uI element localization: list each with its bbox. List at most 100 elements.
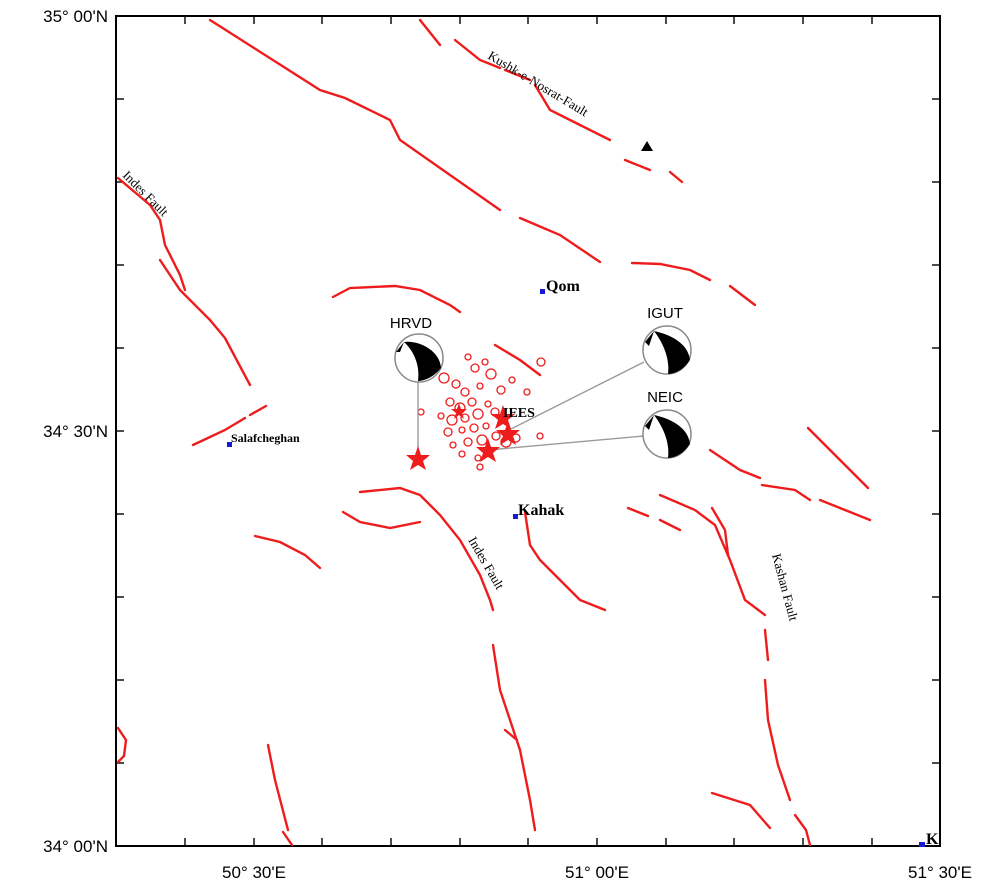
focal-label-neic: NEIC bbox=[647, 389, 683, 406]
connector-lines bbox=[417, 361, 645, 458]
fault-label-indes-nw: Indes Fault bbox=[120, 168, 172, 220]
aftershock bbox=[469, 423, 479, 433]
aftershock bbox=[460, 413, 470, 423]
aftershock bbox=[467, 397, 477, 407]
aftershock bbox=[474, 454, 482, 462]
aftershock bbox=[451, 379, 461, 389]
fault-trace-east-6 bbox=[818, 498, 872, 522]
focal-label-hrvd: HRVD bbox=[390, 315, 432, 332]
fault-trace-kahak bbox=[523, 510, 607, 612]
city-label-salafcheghan: Salafcheghan bbox=[231, 431, 300, 445]
fault-trace-kushk-3 bbox=[503, 68, 532, 82]
fault-lines bbox=[116, 18, 872, 847]
fault-trace-indes-nw-b bbox=[158, 258, 252, 387]
aftershock bbox=[460, 387, 470, 397]
focal-label-igut: IGUT bbox=[647, 305, 683, 322]
fault-trace-east-3 bbox=[708, 448, 762, 480]
fault-trace-kushk-1 bbox=[418, 18, 442, 47]
aftershock bbox=[458, 450, 466, 458]
epicenter-star-ieess-b bbox=[496, 421, 520, 445]
beachball-compression bbox=[654, 331, 690, 374]
epicenter-star-ieess bbox=[491, 405, 515, 429]
aftershock bbox=[443, 427, 453, 437]
aftershock bbox=[496, 385, 506, 395]
focal-mechanism-neic bbox=[642, 409, 692, 459]
aftershock bbox=[470, 363, 480, 373]
aftershock bbox=[485, 368, 497, 380]
lon-label-mid: 51° 00'E bbox=[565, 863, 629, 882]
epicenter-star-small bbox=[451, 403, 467, 419]
aftershock bbox=[491, 431, 501, 441]
fault-trace-kashan-4 bbox=[763, 678, 792, 802]
station-triangle bbox=[641, 141, 653, 151]
fault-trace-kushk-6 bbox=[668, 170, 684, 184]
fault-trace-sw-corner bbox=[116, 726, 128, 764]
epicenter-stars bbox=[406, 403, 520, 470]
aftershock bbox=[536, 357, 546, 367]
lat-label-bottom: 34° 00'N bbox=[43, 837, 108, 856]
fault-trace-kashan-2 bbox=[710, 506, 730, 557]
fault-trace-se-1 bbox=[710, 791, 772, 830]
aftershock bbox=[536, 432, 544, 440]
fault-trace-indes-nw bbox=[116, 176, 187, 292]
aftershock bbox=[484, 400, 492, 408]
fault-trace-kashan-n2 bbox=[658, 518, 682, 532]
fault-trace-main-se bbox=[518, 216, 602, 264]
city-marker-qom bbox=[540, 289, 545, 294]
aftershock bbox=[438, 372, 450, 384]
city-marker-k bbox=[919, 842, 925, 847]
beachball-compression bbox=[654, 415, 690, 458]
city-label-qom: Qom bbox=[546, 278, 580, 295]
igut-connector bbox=[504, 361, 645, 433]
lat-label-top: 35° 00'N bbox=[43, 7, 108, 26]
fault-trace-south-2 bbox=[503, 728, 519, 742]
epicenter-label-ieess: IEES bbox=[503, 406, 535, 421]
fault-trace-kushk-5 bbox=[623, 158, 652, 172]
city-marker-salafcheghan bbox=[227, 442, 232, 447]
city-marker-kahak bbox=[513, 514, 518, 519]
beachball-compression-b bbox=[396, 342, 404, 352]
fault-trace-south-arc bbox=[341, 510, 422, 530]
aftershock bbox=[464, 353, 472, 361]
fault-trace-main-nw bbox=[208, 18, 502, 212]
fault-trace-kushk-2 bbox=[453, 38, 502, 70]
aftershock bbox=[445, 397, 455, 407]
focal-mechanism-igut bbox=[642, 325, 692, 375]
lat-label-mid: 34° 30'N bbox=[43, 422, 108, 441]
fault-trace-kashan-n bbox=[626, 506, 650, 518]
map-ticks bbox=[116, 16, 940, 846]
aftershock bbox=[476, 434, 488, 446]
fault-trace-kushk-4 bbox=[533, 83, 612, 142]
fault-label-indes-s: Indes Fault bbox=[465, 534, 507, 592]
beachball-compression bbox=[404, 341, 441, 381]
neic-connector bbox=[487, 435, 645, 451]
fault-trace-central-1 bbox=[493, 343, 542, 377]
city-label-kahak: Kahak bbox=[518, 502, 564, 519]
fault-label-kashan: Kashan Fault bbox=[769, 552, 801, 623]
aftershock bbox=[481, 358, 489, 366]
fault-trace-east-1 bbox=[630, 261, 712, 282]
fault-trace-kashan-3 bbox=[763, 628, 770, 662]
fault-trace-north-arc bbox=[331, 284, 462, 314]
aftershock bbox=[463, 437, 473, 447]
fault-trace-east-4 bbox=[760, 483, 812, 502]
epicenter-star-neic bbox=[476, 438, 500, 462]
aftershock-cluster bbox=[417, 353, 546, 471]
aftershock bbox=[476, 463, 484, 471]
aftershock bbox=[446, 414, 458, 426]
aftershock bbox=[508, 376, 516, 384]
fault-trace-kashan-5 bbox=[793, 813, 812, 847]
aftershock bbox=[523, 388, 531, 396]
fault-trace-indes-s bbox=[358, 486, 495, 612]
aftershock bbox=[417, 408, 425, 416]
aftershock bbox=[449, 441, 457, 449]
aftershock bbox=[476, 382, 484, 390]
cities: Qom Salafcheghan Kahak K bbox=[227, 278, 939, 848]
aftershock bbox=[458, 426, 466, 434]
aftershock bbox=[482, 422, 490, 430]
focal-mechanism-hrvd bbox=[394, 333, 444, 383]
city-label-k: K bbox=[926, 831, 939, 848]
beachball-compression-b bbox=[645, 415, 654, 430]
fault-trace-south-1 bbox=[491, 643, 537, 832]
aftershock bbox=[472, 408, 484, 420]
